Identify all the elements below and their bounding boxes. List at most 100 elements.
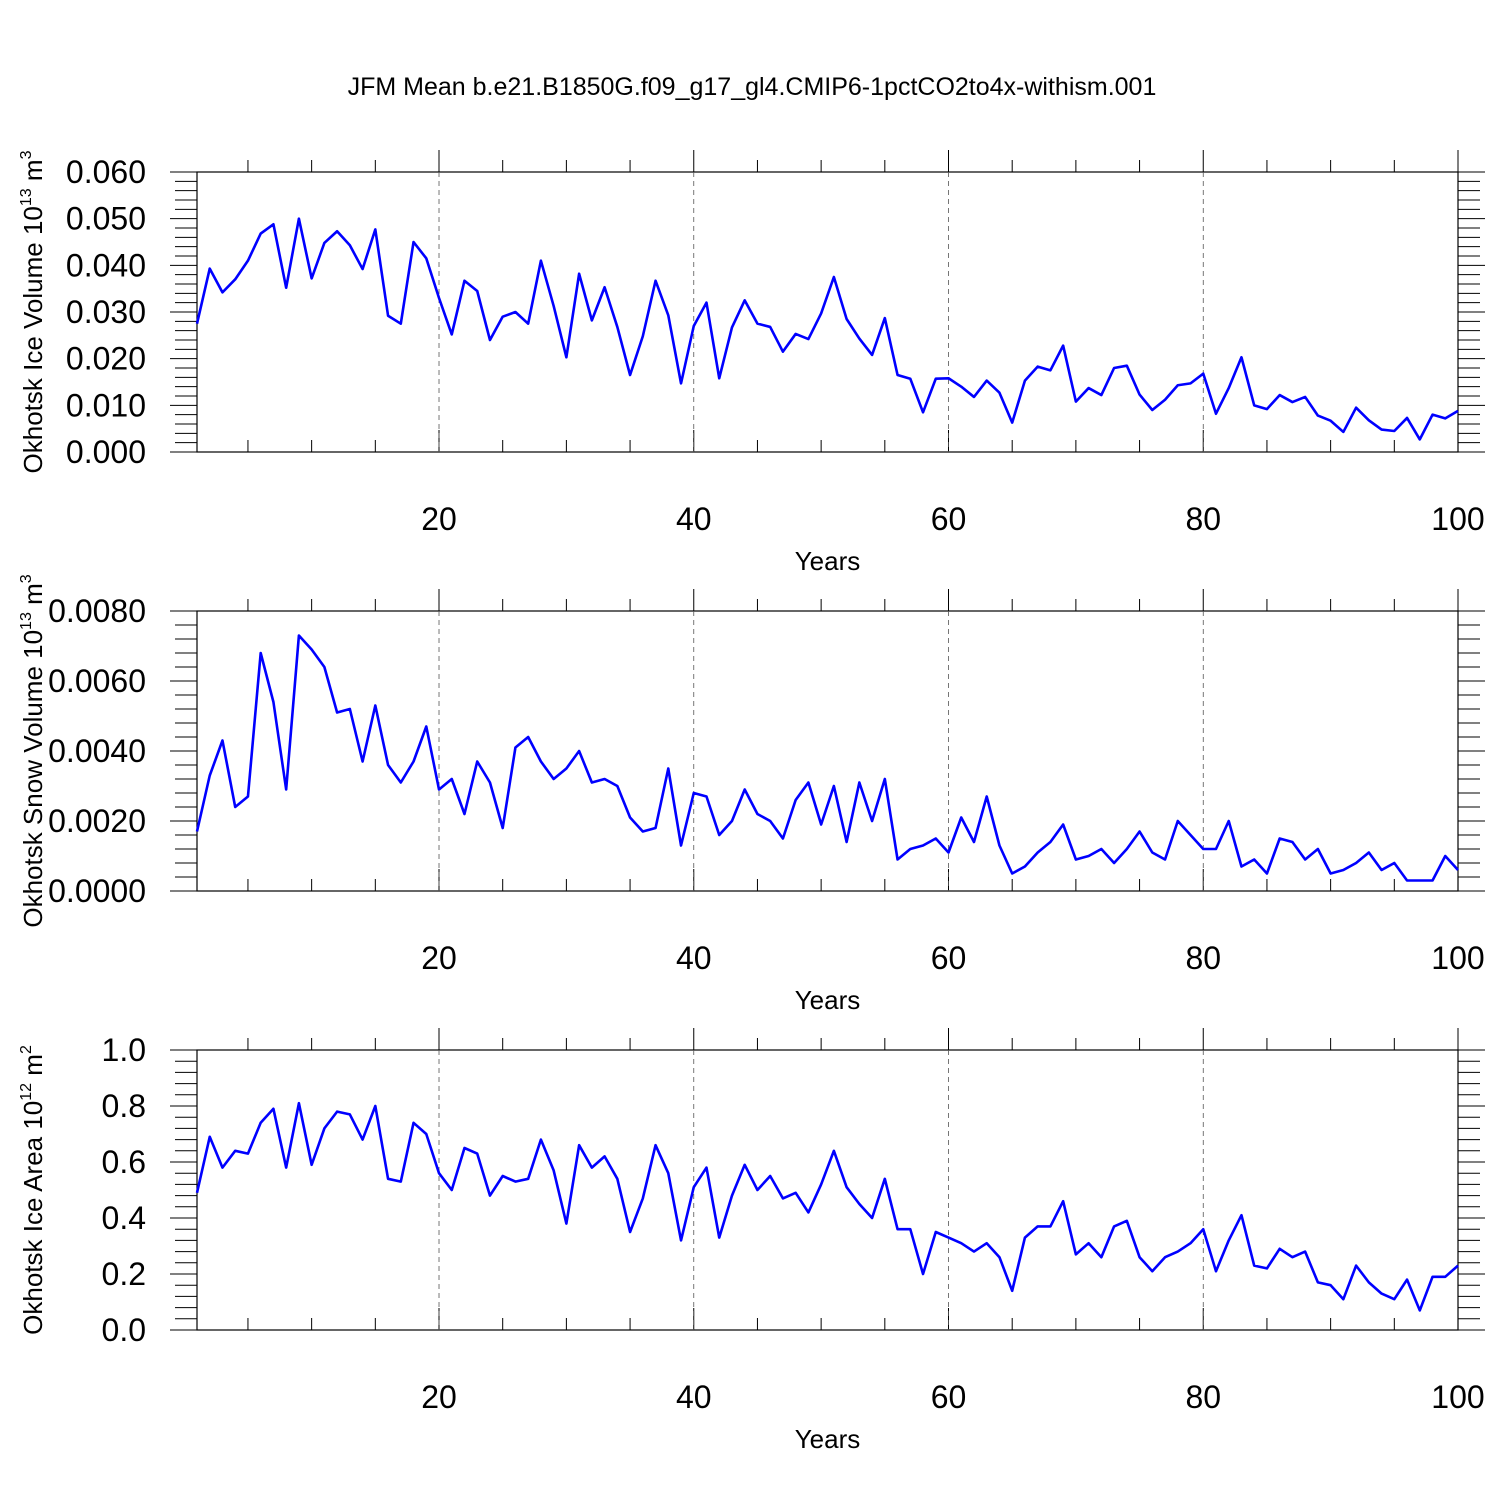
data-point [1393, 862, 1396, 865]
data-point [756, 1189, 759, 1192]
data-point [985, 1242, 988, 1245]
y-axis-label-part: 3 [18, 574, 35, 583]
data-point [654, 827, 657, 830]
data-point [1418, 438, 1421, 441]
data-point [884, 1178, 887, 1181]
data-point [1380, 869, 1383, 872]
x-tick-label: 100 [1431, 940, 1484, 976]
data-point [960, 1242, 963, 1245]
data-point [399, 322, 402, 325]
data-point [667, 1172, 670, 1175]
data-point [438, 1172, 441, 1175]
data-point [336, 711, 339, 714]
data-point [603, 778, 606, 781]
data-point [310, 1164, 313, 1167]
data-point [1457, 410, 1460, 413]
data-point [603, 1155, 606, 1158]
data-point [998, 1256, 1001, 1259]
data-point [234, 278, 237, 281]
x-tick-label: 20 [421, 1379, 457, 1415]
data-point [1011, 1290, 1014, 1293]
y-tick-label: 0.050 [66, 201, 146, 237]
data-point [642, 335, 645, 338]
data-point [782, 1197, 785, 1200]
data-point [438, 788, 441, 791]
data-point [1431, 879, 1434, 882]
data-point [1317, 1281, 1320, 1284]
data-point [743, 1164, 746, 1167]
data-point [1304, 1250, 1307, 1253]
data-point [578, 750, 581, 753]
data-point [756, 813, 759, 816]
data-point [1202, 1228, 1205, 1231]
data-point [336, 1110, 339, 1113]
data-point [527, 736, 530, 739]
data-point [680, 844, 683, 847]
data-point [629, 1231, 632, 1234]
y-tick-label: 0.4 [102, 1200, 146, 1236]
data-point [1011, 421, 1014, 424]
data-point [884, 317, 887, 320]
data-point [259, 232, 262, 235]
y-axis-label-part: Okhotsk Ice Area 10 [18, 1101, 48, 1335]
data-point [1075, 858, 1078, 861]
data-point [552, 778, 555, 781]
x-axis-label: Years [795, 1424, 861, 1454]
data-point [1049, 1225, 1052, 1228]
data-point [1406, 879, 1409, 882]
data-point [807, 338, 810, 341]
data-point [1126, 848, 1129, 851]
data-point [705, 301, 708, 304]
data-point [438, 297, 441, 300]
data-point [845, 1186, 848, 1189]
data-point [718, 1236, 721, 1239]
data-point [399, 1180, 402, 1183]
x-tick-label: 100 [1431, 1379, 1484, 1415]
data-point [552, 1169, 555, 1172]
data-point [1291, 841, 1294, 844]
y-tick-label: 0.6 [102, 1144, 146, 1180]
data-point [489, 339, 492, 342]
data-point [1406, 417, 1409, 420]
data-point [1151, 851, 1154, 854]
data-point [1457, 869, 1460, 872]
chart-panel-2: 0.0000 0.0020 0.0040 0.0060 0.0080 20 40 60 80 10… [18, 574, 1485, 1015]
data-point [680, 1239, 683, 1242]
data-point [731, 820, 734, 823]
data-point [794, 799, 797, 802]
data-point [1036, 365, 1039, 368]
x-axis-label: Years [795, 546, 861, 576]
data-point [514, 311, 517, 314]
data-point [985, 379, 988, 382]
y-axis-label-part: 12 [18, 1083, 35, 1101]
data-point [807, 781, 810, 784]
data-point [221, 739, 224, 742]
data-point [998, 391, 1001, 394]
data-point [858, 781, 861, 784]
data-point [323, 666, 326, 669]
data-point [960, 385, 963, 388]
data-point [387, 314, 390, 317]
data-point [1266, 1267, 1269, 1270]
y-tick-label: 0.0 [102, 1312, 146, 1348]
data-point [1151, 409, 1154, 412]
data-point [450, 1189, 453, 1192]
data-point [387, 764, 390, 767]
data-point [501, 315, 504, 318]
x-tick-label: 40 [676, 940, 712, 976]
data-point [196, 1192, 199, 1195]
data-point [654, 1144, 657, 1147]
data-point [1087, 855, 1090, 858]
data-point [1049, 841, 1052, 844]
data-point [310, 648, 313, 651]
data-point [1189, 1242, 1192, 1245]
data-point [1444, 1276, 1447, 1279]
data-point [1393, 1298, 1396, 1301]
data-point [463, 279, 466, 282]
data-point [1342, 1298, 1345, 1301]
data-point [476, 1152, 479, 1155]
data-point [247, 1152, 250, 1155]
data-point [1113, 862, 1116, 865]
